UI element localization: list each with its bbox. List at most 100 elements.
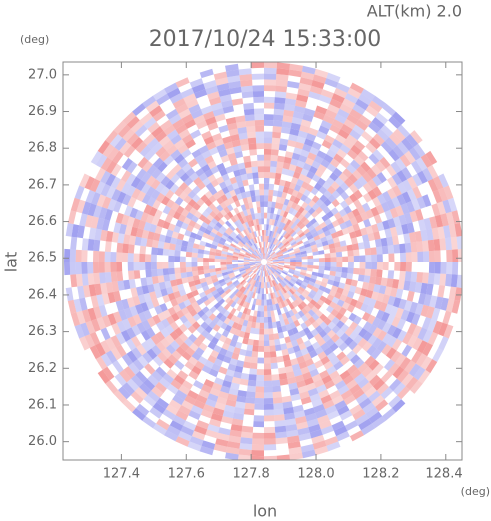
radar-cell (316, 242, 323, 248)
radar-cell (307, 152, 317, 161)
radar-cell (408, 363, 421, 377)
radar-cell (232, 257, 238, 261)
radar-cell (236, 360, 245, 368)
radar-cell (116, 320, 127, 333)
radar-cell (169, 399, 182, 411)
radar-cell (208, 221, 216, 229)
radar-cell (320, 89, 334, 99)
radar-cell (347, 290, 355, 299)
radar-cell (433, 176, 444, 190)
radar-cell (196, 394, 208, 404)
radar-cell (258, 282, 262, 288)
radar-cell (253, 267, 258, 273)
radar-cell (198, 356, 208, 365)
radar-cell (124, 307, 133, 319)
radar-cell (250, 356, 258, 364)
radar-cell (415, 303, 424, 316)
radar-cell (287, 329, 294, 337)
radar-cell (104, 251, 111, 262)
radar-cell (191, 262, 198, 267)
radar-cell (269, 243, 273, 249)
y-tick-label: 26.1 (28, 397, 57, 412)
radar-cell (294, 249, 301, 254)
radar-cell (329, 247, 336, 254)
radar-cell (101, 219, 110, 231)
radar-cell (275, 431, 288, 439)
radar-cell (261, 218, 264, 225)
radar-cell (357, 377, 370, 389)
radar-cell (250, 254, 257, 259)
radar-cell (265, 254, 269, 260)
radar-cell (326, 294, 335, 302)
radar-cell (407, 323, 417, 336)
radar-cell (251, 266, 257, 271)
radar-cell (151, 189, 161, 200)
radar-cell (183, 217, 192, 225)
radar-cell (335, 312, 344, 321)
radar-cell (264, 409, 274, 416)
radar-cell (212, 192, 221, 200)
radar-cell (250, 265, 257, 269)
radar-cell (285, 233, 291, 240)
radar-cell (342, 139, 354, 150)
radar-cell (251, 351, 259, 358)
radar-cell (343, 118, 356, 130)
radar-cell (300, 322, 308, 330)
radar-cell (251, 73, 264, 80)
radar-cell (362, 172, 373, 183)
radar-cell (175, 238, 183, 246)
radar-cell (372, 337, 383, 349)
radar-cell (339, 315, 349, 324)
radar-cell (312, 265, 319, 270)
radar-cell (183, 93, 197, 104)
radar-cell (217, 189, 225, 197)
radar-cell (197, 266, 204, 271)
radar-cell (339, 182, 349, 192)
radar-cell (128, 362, 140, 375)
radar-cell (128, 244, 135, 254)
radar-cell (304, 312, 312, 320)
radar-cell (178, 431, 192, 442)
radar-cell (300, 250, 307, 255)
radar-cell (340, 323, 350, 333)
radar-cell (395, 307, 404, 319)
radar-cell (226, 254, 233, 258)
radar-cell (239, 269, 246, 274)
radar-cell (118, 309, 128, 321)
radar-cell (353, 267, 360, 275)
radar-cell (336, 262, 343, 268)
radar-cell (295, 416, 307, 425)
radar-cell (275, 233, 280, 240)
radar-cell (155, 130, 167, 143)
radar-cell (330, 266, 337, 272)
radar-cell (172, 394, 185, 406)
radar-cell (264, 340, 270, 347)
radar-cell (303, 218, 310, 226)
radar-cell (204, 169, 214, 178)
radar-cell (316, 130, 327, 140)
radar-cell (222, 105, 234, 114)
radar-cell (362, 321, 372, 332)
radar-cell (119, 369, 132, 383)
radar-cell (316, 228, 324, 235)
radar-cell (311, 398, 323, 408)
radar-cell (349, 383, 362, 395)
radar-cell (164, 280, 172, 289)
radar-cell (290, 393, 301, 402)
radar-cell (303, 108, 316, 117)
radar-cell (184, 177, 194, 187)
radar-cell (409, 210, 418, 223)
radar-cell (220, 209, 227, 217)
radar-cell (336, 229, 344, 237)
radar-cell (190, 129, 202, 139)
radar-cell (214, 402, 226, 411)
radar-cell (332, 167, 343, 177)
radar-cell (197, 257, 204, 262)
radar-cell (256, 316, 261, 323)
radar-cell (213, 214, 221, 222)
radar-cell (337, 108, 350, 119)
radar-cell (277, 255, 284, 259)
radar-cell (337, 128, 350, 140)
radar-cell (353, 199, 362, 209)
radar-cell (251, 245, 256, 251)
